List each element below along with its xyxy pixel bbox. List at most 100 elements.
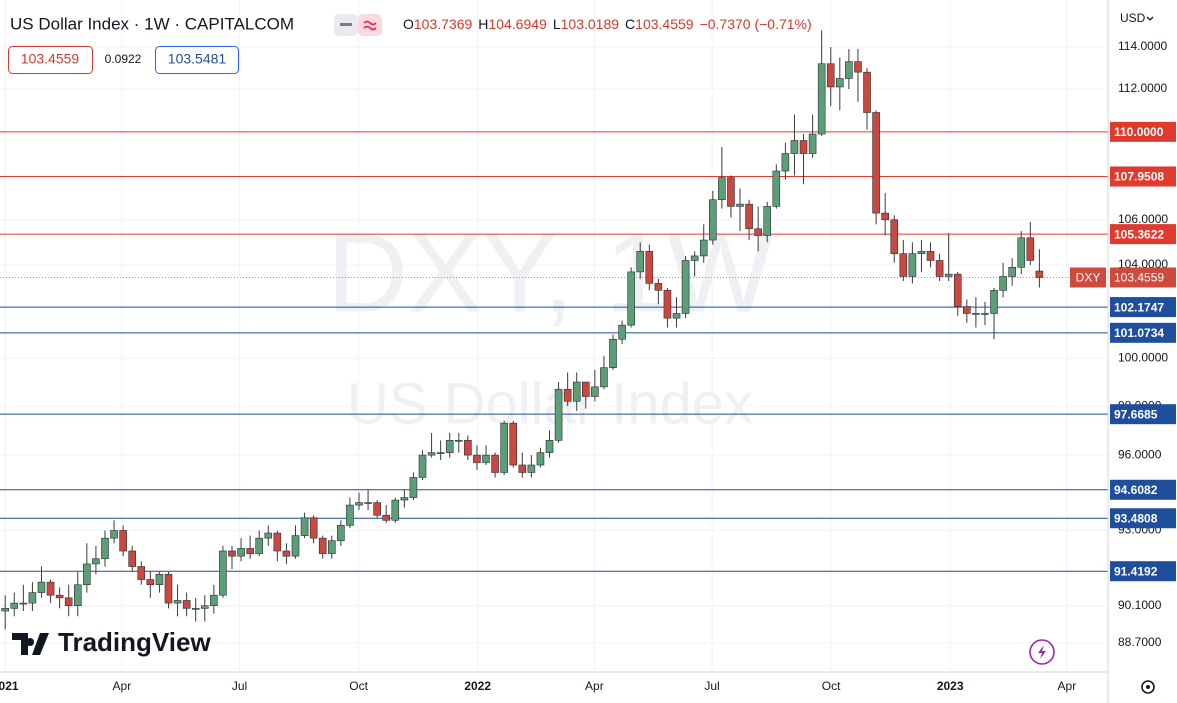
candle-body xyxy=(908,253,917,277)
candles xyxy=(1,30,1044,630)
candle-body xyxy=(699,239,708,257)
currency-selector[interactable]: USD xyxy=(1120,11,1146,25)
x-tick-label: Oct xyxy=(349,679,368,693)
candle-body xyxy=(128,550,137,567)
candle-body xyxy=(464,440,472,456)
candle-body xyxy=(10,602,19,609)
candle-body xyxy=(309,517,318,539)
candle-body xyxy=(237,548,245,557)
candle-body xyxy=(935,260,944,277)
candle-body xyxy=(563,388,572,402)
candle-body xyxy=(527,464,536,473)
y-tick-label: 96.0000 xyxy=(1118,447,1162,461)
candle-body xyxy=(899,253,908,277)
logo-text: TradingView xyxy=(58,627,211,657)
candle-body xyxy=(999,276,1007,291)
level-tag xyxy=(1110,166,1176,187)
x-tick-label: Jul xyxy=(232,679,247,693)
candle-body xyxy=(1,608,9,612)
candle-body xyxy=(264,532,273,539)
candle-body xyxy=(872,112,880,214)
level-label: 97.6685 xyxy=(1114,407,1158,421)
candle-body xyxy=(491,454,499,473)
candle-body xyxy=(572,381,581,402)
candle-body xyxy=(364,502,372,504)
currency-caret xyxy=(1146,16,1154,21)
candle-body xyxy=(373,502,381,516)
level-tag xyxy=(1110,561,1176,582)
candle-body xyxy=(210,594,218,607)
candle-body xyxy=(845,61,853,79)
candle-body xyxy=(1008,267,1016,277)
candle-body xyxy=(346,504,354,526)
x-tick-label: Apr xyxy=(1058,679,1077,693)
candle-body xyxy=(83,563,91,586)
symbol-tag-label: DXY xyxy=(1076,271,1101,285)
level-tag xyxy=(1110,479,1176,500)
candle-body xyxy=(164,574,173,604)
candle-body xyxy=(73,584,82,607)
ohlc-key: L xyxy=(553,16,561,32)
level-tag xyxy=(1110,297,1176,318)
candle-body xyxy=(772,170,781,207)
candle-body xyxy=(836,78,844,88)
grid xyxy=(0,0,1108,672)
candle-body xyxy=(500,422,508,473)
x-tick-label: Apr xyxy=(113,679,132,693)
candle-body xyxy=(1017,237,1026,268)
y-tick-label: 90.1000 xyxy=(1118,598,1162,612)
axis-labels: 114.0000112.0000106.0000104.0000100.0000… xyxy=(1110,39,1176,649)
buy-button[interactable] xyxy=(155,46,239,74)
ohlc-key: H xyxy=(478,16,488,32)
candle-body xyxy=(55,594,64,599)
symbol-tag xyxy=(1070,267,1106,288)
ohlc-value: 103.7369 xyxy=(414,16,473,32)
compare-button[interactable] xyxy=(358,14,382,36)
level-label: 91.4192 xyxy=(1114,564,1158,578)
candle-body xyxy=(736,203,744,207)
candle-body xyxy=(155,574,164,586)
candle-body xyxy=(473,454,481,463)
y-tick-label: 100.0000 xyxy=(1118,350,1168,364)
candle-body xyxy=(799,140,808,154)
candle-body xyxy=(854,61,862,73)
candle-body xyxy=(137,566,146,580)
ohlc-value: 103.0189 xyxy=(561,16,620,32)
candle-body xyxy=(445,440,454,453)
candle-body xyxy=(681,260,690,314)
candle-body xyxy=(618,324,626,340)
candle-body xyxy=(645,251,654,284)
level-label: 105.3622 xyxy=(1114,227,1164,241)
x-tick-label: 2023 xyxy=(937,679,964,693)
candle-body xyxy=(953,273,962,307)
hide-icon xyxy=(340,23,352,26)
settings-button[interactable] xyxy=(1141,680,1155,694)
level-label: 110.0000 xyxy=(1114,125,1164,139)
candle-body xyxy=(917,251,926,254)
candle-body xyxy=(990,289,998,314)
sell-button[interactable] xyxy=(8,46,93,74)
ohlc-legend: O103.7369 H104.6949 L103.0189 C103.4559 −0.7… xyxy=(403,16,812,32)
candle-body xyxy=(609,338,617,368)
candle-body xyxy=(146,579,155,586)
watermark-symbol: DXY, 1W xyxy=(327,211,773,336)
candle-body xyxy=(300,517,309,536)
y-tick-label: 106.0000 xyxy=(1118,212,1168,226)
candle-body xyxy=(92,558,100,565)
y-tick-label: 112.0000 xyxy=(1118,81,1167,95)
candle-body xyxy=(672,313,681,319)
candle-body xyxy=(518,464,527,473)
candle-body xyxy=(191,608,200,610)
candle-body xyxy=(963,306,971,314)
candle-body xyxy=(600,367,608,388)
alert-icon xyxy=(1038,645,1046,659)
spread: 0.0922 xyxy=(105,52,142,66)
candle-body xyxy=(981,313,989,315)
candle-body xyxy=(781,153,790,172)
candle-body xyxy=(926,251,935,261)
level-tag xyxy=(1110,322,1176,343)
candle-body xyxy=(400,497,409,501)
buy-price: 103.5481 xyxy=(168,51,227,67)
candle-body xyxy=(28,592,37,604)
